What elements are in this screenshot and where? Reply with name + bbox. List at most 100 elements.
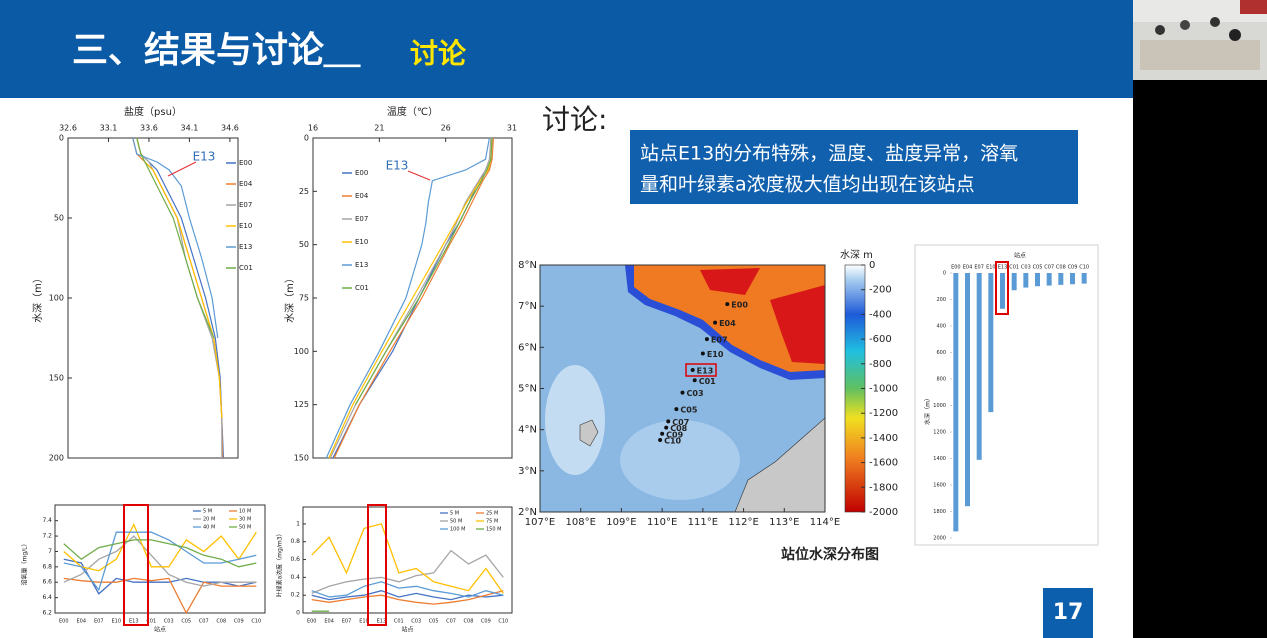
discussion-line: 站点E13的分布特殊，温度、盐度异常，溶氧 — [640, 143, 1018, 165]
station — [666, 419, 671, 424]
station-label: E04 — [719, 319, 736, 328]
x-tick-label: E10 — [111, 619, 121, 625]
profile-line — [333, 137, 494, 459]
chart-frame — [914, 244, 1099, 546]
legend-label: 75 M — [486, 519, 498, 525]
y-tick-label: 1200 — [933, 430, 946, 436]
series-line — [311, 549, 504, 595]
x-axis-label: 温度（℃） — [387, 105, 438, 118]
x-tick-label: E13 — [377, 619, 387, 625]
x-tick-label: C10 — [498, 619, 508, 625]
profile-line — [132, 137, 219, 339]
x-tick-label: E07 — [974, 265, 984, 271]
series-line — [63, 531, 257, 592]
station — [713, 320, 718, 325]
y-tick-label: 7.2 — [42, 533, 52, 540]
x-tick-label: E00 — [951, 265, 961, 271]
x-tick-label: 26 — [441, 124, 451, 133]
y-tick-label: 0.2 — [290, 592, 300, 599]
x-tick-label: C01 — [146, 619, 156, 625]
slide-subtitle: 讨论 — [410, 37, 467, 70]
y-tick-label: 0 — [304, 134, 309, 143]
x-tick-label: C01 — [1009, 265, 1019, 271]
station-label: E07 — [711, 336, 728, 345]
x-tick-label: C07 — [446, 619, 456, 625]
station-label: C03 — [687, 389, 704, 398]
profile-line — [136, 137, 215, 339]
x-axis-label: 站点 — [154, 626, 166, 634]
series-line — [63, 535, 257, 587]
x-tick-label: E10 — [359, 619, 369, 625]
y-tick-label: 0 — [59, 134, 64, 143]
y-tick-label: 1 — [296, 520, 300, 527]
station — [700, 351, 705, 356]
station — [692, 378, 697, 383]
station — [704, 337, 709, 342]
y-axis-label: 水深（m） — [924, 395, 932, 425]
x-tick-label: C05 — [429, 619, 439, 625]
series-line — [311, 523, 504, 594]
station — [660, 431, 665, 436]
y-tick-label: 50 — [299, 240, 309, 249]
y-tick-label: 200 — [49, 454, 64, 463]
y-tick-label: 5°N — [518, 384, 537, 395]
annotation: E13 — [386, 159, 409, 173]
y-tick-label: 6.6 — [42, 579, 52, 586]
annotation: E13 — [193, 150, 216, 164]
station-label: C05 — [680, 406, 697, 415]
legend-label: 50 M — [450, 519, 462, 525]
station-label: C09 — [666, 430, 683, 439]
legend-label: 150 M — [486, 527, 501, 533]
colorbar-tick-label: -1600 — [869, 458, 898, 469]
x-tick-label: C10 — [251, 619, 261, 625]
legend-label: C01 — [355, 284, 369, 292]
y-tick-label: 0 — [943, 271, 946, 277]
legend-label: E00 — [239, 159, 252, 167]
station-label: C01 — [699, 377, 716, 386]
highlight-box — [123, 504, 149, 626]
y-tick-label: 0.8 — [290, 538, 300, 545]
x-tick-label: 34.1 — [181, 124, 199, 133]
x-tick-label: 33.1 — [100, 124, 118, 133]
colorbar-tick-label: -1200 — [869, 408, 898, 419]
station-label: E13 — [697, 366, 714, 375]
profile-line — [328, 137, 493, 459]
colorbar-tick-label: -1400 — [869, 433, 898, 444]
shallow-area — [545, 365, 605, 475]
station — [680, 390, 685, 395]
station — [725, 302, 730, 307]
bar — [1058, 273, 1064, 285]
shallow-area — [620, 420, 740, 500]
x-tick-label: 108°E — [566, 517, 596, 528]
legend-label: 50 M — [239, 525, 251, 531]
highlight-box — [367, 504, 387, 626]
chart-title: 站点 — [1014, 252, 1026, 260]
bar — [1000, 273, 1005, 309]
x-tick-label: E04 — [324, 619, 334, 625]
x-tick-label: C05 — [181, 619, 191, 625]
y-tick-label: 3°N — [518, 466, 537, 477]
legend-label: 5 M — [203, 509, 212, 515]
x-tick-label: 112°E — [728, 517, 758, 528]
x-tick-label: C09 — [481, 619, 491, 625]
y-tick-label: 6.8 — [42, 563, 52, 570]
legend-label: E07 — [239, 201, 252, 209]
x-tick-label: 107°E — [525, 517, 555, 528]
colorbar-tick-label: -200 — [869, 285, 892, 296]
y-tick-label: 150 — [294, 454, 309, 463]
x-tick-label: E07 — [342, 619, 352, 625]
highlight-box — [685, 363, 717, 377]
y-tick-label: 2000 — [933, 536, 946, 542]
series-line — [63, 522, 257, 572]
charts: 32.6 33.1 33.6 34.1 34.6050100150200盐度（psu）水… — [21, 105, 1099, 634]
x-tick-label: C09 — [234, 619, 244, 625]
legend-label: 20 M — [203, 517, 215, 523]
y-axis-label: 溶氧量（mg/L） — [21, 540, 29, 585]
bar — [1070, 273, 1075, 285]
colorbar-tick-label: 0 — [869, 260, 875, 271]
legend-label: 25 M — [486, 511, 498, 517]
bar — [953, 273, 959, 532]
colorbar-tick-label: -400 — [869, 309, 892, 320]
station — [690, 367, 695, 372]
